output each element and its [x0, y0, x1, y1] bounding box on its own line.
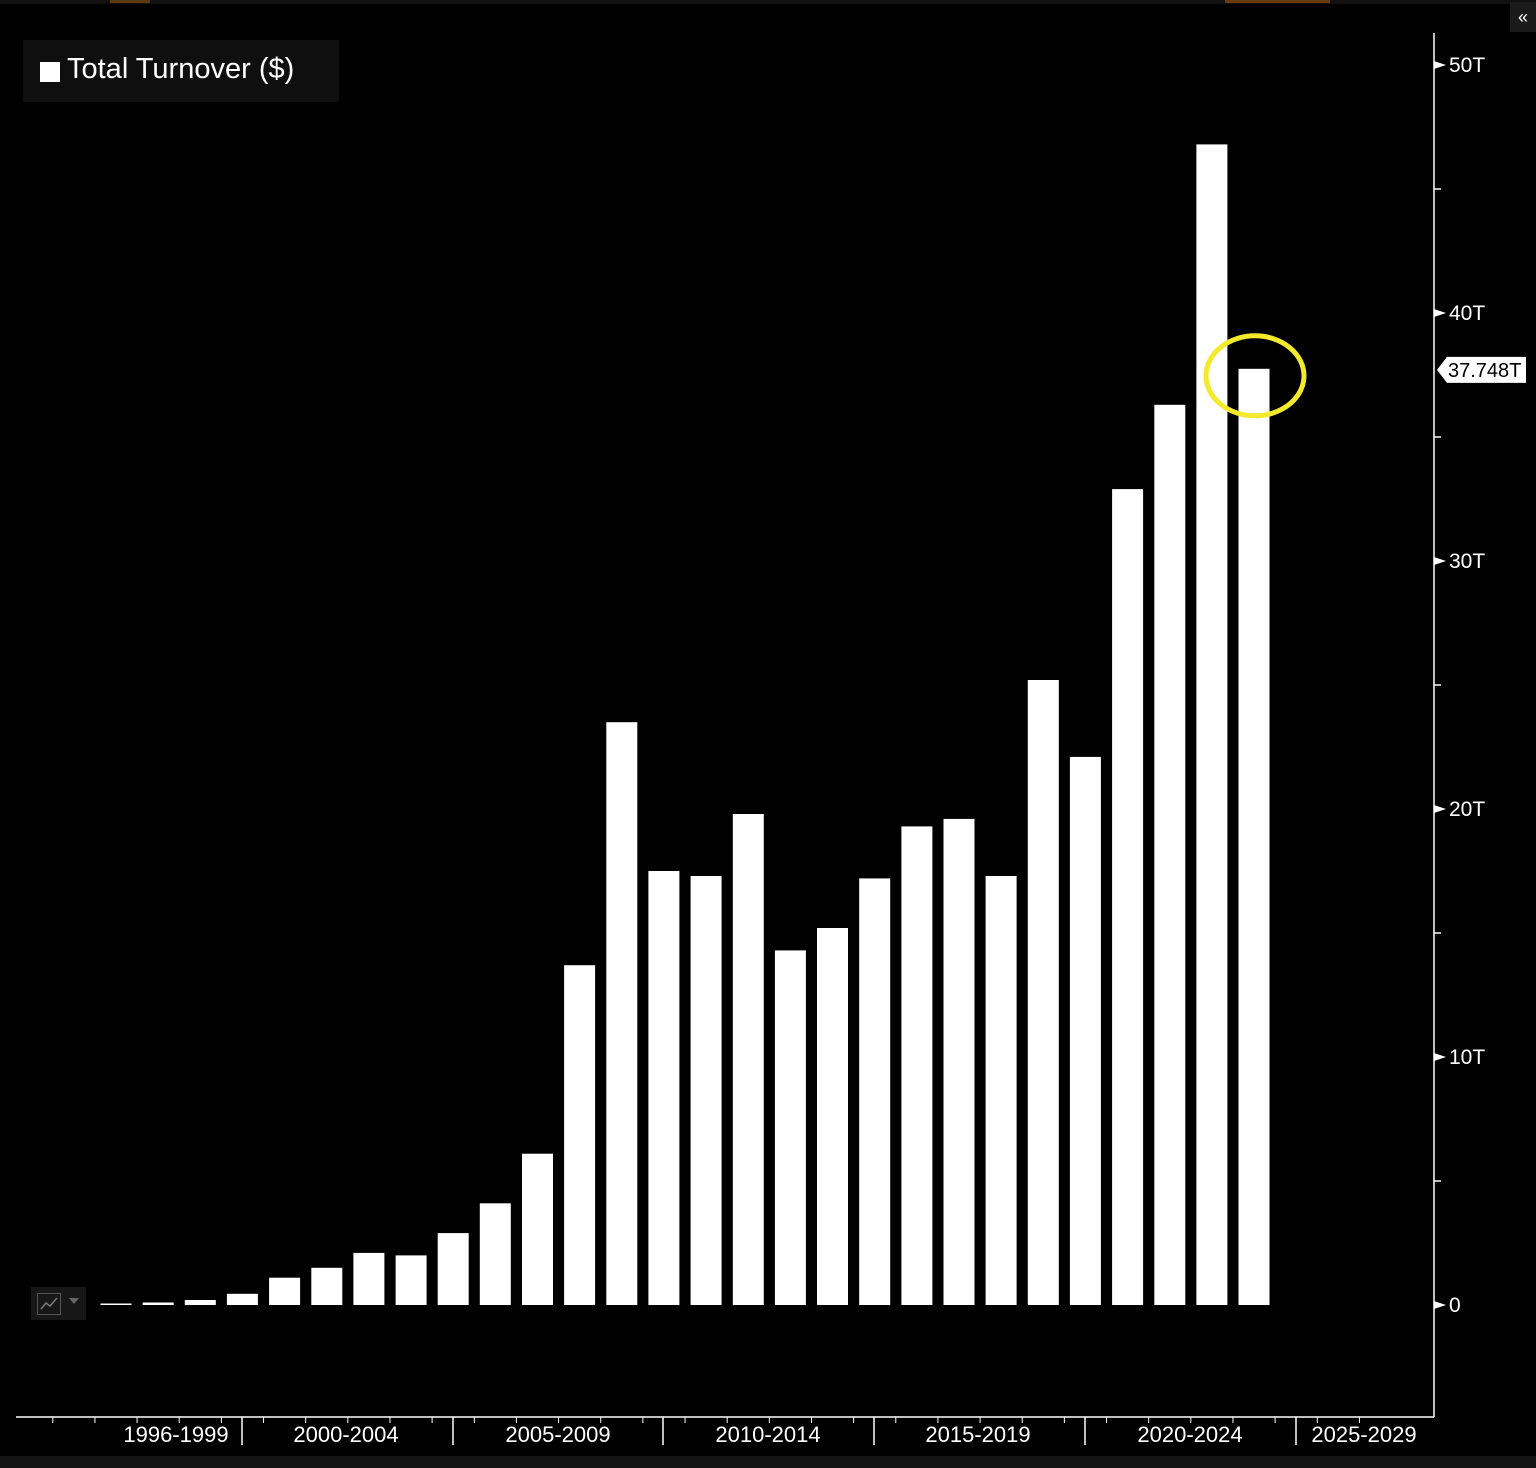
bar-2014[interactable] — [817, 928, 848, 1305]
bar-2010[interactable] — [648, 871, 680, 1305]
bar-2024[interactable] — [1238, 368, 1270, 1305]
x-period-label: 2015-2019 — [925, 1422, 1030, 1447]
y-tick-label: 50T — [1449, 54, 1485, 77]
x-period-label: 2000-2004 — [293, 1422, 398, 1447]
bar-2018[interactable] — [985, 876, 1017, 1305]
y-tick-marker — [1434, 1053, 1446, 1061]
caret-down-icon[interactable] — [69, 1298, 79, 1304]
last-value-marker: 37.748T — [1437, 356, 1526, 383]
bar-2015[interactable] — [859, 878, 891, 1305]
y-tick-label: 40T — [1449, 302, 1485, 325]
highlight-circle — [1203, 333, 1307, 419]
x-period-label: 2020-2024 — [1137, 1422, 1242, 1447]
bottom-status-strip — [0, 1456, 1536, 1468]
x-axis: 1996-1999 2000-2004 2005-2009 2010-2014 2015… — [16, 1416, 1434, 1447]
y-tick-label: 20T — [1449, 798, 1485, 821]
y-tick-marker — [1434, 805, 1446, 813]
bar-2021[interactable] — [1112, 489, 1144, 1306]
top-accent-right — [1225, 0, 1330, 3]
bar-2007[interactable] — [522, 1153, 553, 1305]
bar-2006[interactable] — [479, 1203, 511, 1305]
bar-2005[interactable] — [437, 1233, 469, 1305]
bar-2017[interactable] — [943, 818, 975, 1305]
bars-group — [100, 144, 1270, 1306]
bar-2016[interactable] — [901, 826, 933, 1305]
y-tick-label: 30T — [1449, 550, 1485, 573]
y-tick-label: 10T — [1449, 1046, 1485, 1069]
highlight-layer — [1203, 333, 1307, 419]
y-tick-label: 0 — [1449, 1294, 1461, 1317]
double-chevron-left-icon[interactable]: « — [1510, 2, 1536, 32]
last-value-label: 37.748T — [1448, 360, 1521, 382]
last-value-tag — [1437, 356, 1526, 383]
bar-2001[interactable] — [269, 1277, 301, 1305]
bar-2008[interactable] — [564, 965, 596, 1305]
bar-2012[interactable] — [732, 814, 764, 1305]
bar-2003[interactable] — [353, 1252, 385, 1305]
x-period-label: 2010-2014 — [715, 1422, 820, 1447]
y-tick-marker — [1434, 61, 1446, 69]
x-period-label: 2025-2029 — [1311, 1422, 1416, 1447]
bar-2000[interactable] — [226, 1293, 258, 1305]
y-tick-marker — [1434, 309, 1446, 317]
bar-1998[interactable] — [142, 1302, 174, 1306]
x-period-label: 1996-1999 — [123, 1422, 228, 1447]
bar-2019[interactable] — [1027, 680, 1059, 1305]
top-toolbar-strip — [0, 0, 1536, 4]
y-tick-marker — [1434, 557, 1446, 565]
bar-2011[interactable] — [690, 876, 722, 1305]
top-accent-left — [110, 0, 150, 3]
bar-2013[interactable] — [774, 950, 806, 1305]
x-period-label: 2005-2009 — [505, 1422, 610, 1447]
bar-2002[interactable] — [311, 1267, 343, 1305]
bar-1997[interactable] — [100, 1303, 132, 1306]
bar-2009[interactable] — [606, 722, 638, 1305]
legend[interactable]: Total Turnover ($) — [23, 40, 339, 102]
y-axis: 0 10T 20T 30T 40T 50T — [1433, 33, 1485, 1417]
chart-type-selector[interactable] — [31, 1287, 86, 1320]
y-tick-marker — [1434, 1301, 1446, 1309]
line-chart-icon[interactable] — [37, 1293, 61, 1315]
bar-2023[interactable] — [1196, 144, 1228, 1305]
bar-1999[interactable] — [184, 1300, 216, 1305]
bar-2020[interactable] — [1069, 756, 1101, 1305]
bar-2022[interactable] — [1154, 404, 1186, 1305]
legend-label: Total Turnover ($) — [67, 53, 295, 85]
legend-swatch — [40, 62, 60, 82]
bar-2004[interactable] — [395, 1255, 427, 1305]
